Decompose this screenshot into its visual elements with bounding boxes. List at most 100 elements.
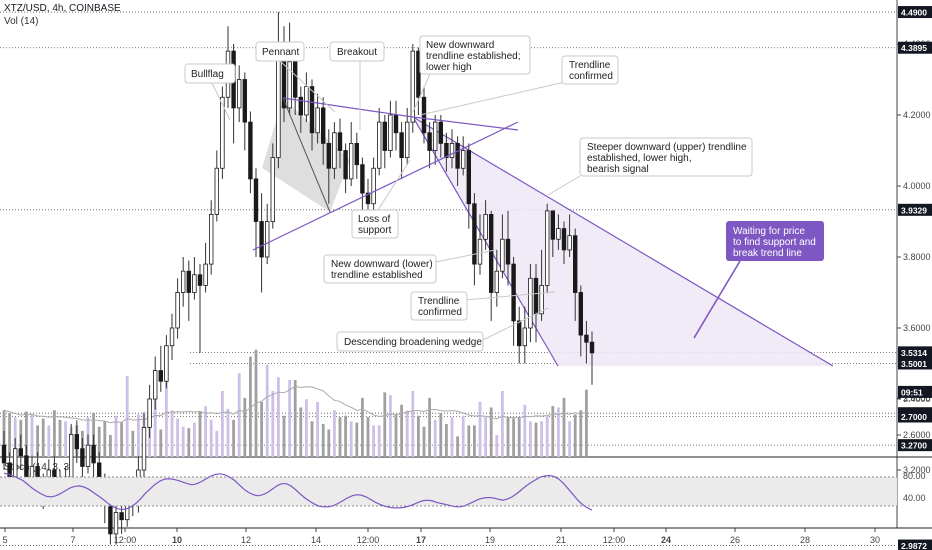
candle-body xyxy=(158,370,163,382)
candle-body xyxy=(584,334,589,343)
volume-bar xyxy=(467,425,471,457)
volume-bar xyxy=(30,414,34,457)
candle-body xyxy=(376,121,382,169)
candle-body xyxy=(354,142,359,166)
annotation-new-downward[interactable]: New downward trendline established; lowe… xyxy=(419,35,531,75)
price-label-text: 2.9872 xyxy=(901,541,927,550)
x-tick-label: 12:00 xyxy=(357,535,380,545)
volume-bar xyxy=(8,413,11,457)
candle-body xyxy=(360,164,365,194)
candle-body xyxy=(528,277,533,329)
volume-bar xyxy=(215,430,219,457)
candle-body xyxy=(432,121,438,151)
x-tick-label: 24 xyxy=(661,535,671,545)
volume-bar xyxy=(517,417,521,457)
annotation-wedge-text: Descending broadening wedge xyxy=(344,337,482,348)
volume-bar xyxy=(243,397,247,457)
stochastic-pane: 80.00 40.00 xyxy=(0,471,926,511)
annotation-wedge[interactable]: Descending broadening wedge xyxy=(336,331,484,352)
volume-ma xyxy=(3,385,587,424)
volume-bar xyxy=(181,426,185,457)
volume-bar xyxy=(198,411,202,457)
candle-body xyxy=(494,270,499,293)
x-tick-label: 30 xyxy=(870,535,880,545)
annotation-leader xyxy=(547,175,581,196)
candle-body xyxy=(573,235,578,293)
candle-body xyxy=(169,327,175,347)
wedge-upper-line xyxy=(412,116,834,367)
candles xyxy=(1,12,595,545)
candle-body xyxy=(444,142,449,158)
price-label-box xyxy=(898,41,932,54)
candle-body xyxy=(505,238,511,265)
candle-body xyxy=(477,238,483,265)
candle-body xyxy=(18,448,23,457)
annotation-loss-line1: Loss of xyxy=(358,214,390,225)
volume-bar xyxy=(450,417,454,457)
annotation-steeper-trendline[interactable]: Steeper downward (upper) trendline estab… xyxy=(579,137,753,177)
annotation-tc-bot-line1: Trendline xyxy=(418,296,460,307)
annotation-leader xyxy=(435,249,496,263)
volume-bar xyxy=(13,417,17,457)
annotation-pennant[interactable]: Pennant xyxy=(255,41,305,62)
x-tick-label: 12:00 xyxy=(603,535,626,545)
volume-bar xyxy=(310,421,314,457)
volume-bar xyxy=(114,415,118,457)
volume-bar xyxy=(484,417,487,457)
candle-body xyxy=(337,132,343,151)
price-label-text: 3.5001 xyxy=(901,359,927,369)
candle-body xyxy=(309,86,315,134)
annotation-breakout[interactable]: Breakout xyxy=(329,41,385,62)
volume-bar xyxy=(299,407,303,457)
price-label-text: 3.2700 xyxy=(901,441,927,451)
candle-body xyxy=(164,345,169,382)
price-label-text: 2.7000 xyxy=(901,412,927,422)
stoch-tick-label: 40.00 xyxy=(903,493,926,503)
candle-body xyxy=(242,79,247,123)
volume-bar xyxy=(489,407,493,457)
annotation-pennant-text: Pennant xyxy=(262,47,299,58)
candle-body xyxy=(259,221,264,258)
annotation-steeper-line3: bearish signal xyxy=(587,164,649,175)
candle-body xyxy=(382,121,387,151)
volume-bar xyxy=(226,408,230,457)
callout-waiting[interactable]: Waiting for price to find support and br… xyxy=(726,221,824,261)
extended-trendline xyxy=(412,116,519,131)
volume-bar xyxy=(333,410,336,457)
price-label-box xyxy=(898,439,932,452)
annotation-tc-bot-line2: confirmed xyxy=(418,307,462,318)
candle-body xyxy=(421,96,427,134)
candle-body xyxy=(483,213,488,240)
volume-bar xyxy=(478,402,482,457)
x-tick-label: 5 xyxy=(2,535,7,545)
volume-bar xyxy=(366,417,370,457)
volume-bar xyxy=(551,406,555,457)
candle-body xyxy=(371,167,376,205)
volume-bar xyxy=(327,429,331,457)
volume-bars xyxy=(2,349,588,457)
annotation-bullflag[interactable]: Bullflag xyxy=(184,63,236,84)
trendlines xyxy=(211,60,741,341)
candle-body xyxy=(236,79,242,109)
volume-bar xyxy=(338,417,342,457)
volume-bar xyxy=(25,411,28,457)
annotation-trendline-confirmed-top[interactable]: Trendline confirmed xyxy=(561,55,619,85)
candle-body xyxy=(365,192,371,205)
volume-bar xyxy=(456,436,459,457)
annotation-trendline-confirmed-bottom[interactable]: Trendline confirmed xyxy=(410,291,468,321)
annotation-loss-of-support[interactable]: Loss of support xyxy=(351,209,399,239)
volume-bar xyxy=(400,404,403,457)
candle-body xyxy=(91,444,96,464)
annotation-leader xyxy=(419,81,566,116)
volume-bar xyxy=(293,380,297,457)
candle-body xyxy=(12,448,18,478)
annotation-new-downward-line1: New downward xyxy=(426,40,494,51)
y-tick-label: 2.6000 xyxy=(903,430,931,440)
candle-body xyxy=(197,274,203,286)
candle-body xyxy=(388,114,393,151)
candle-body xyxy=(404,121,410,158)
volume-bar xyxy=(372,425,375,457)
volume-bar xyxy=(170,410,174,457)
annotation-lower-trendline[interactable]: New downward (lower) trendline establish… xyxy=(323,254,437,284)
